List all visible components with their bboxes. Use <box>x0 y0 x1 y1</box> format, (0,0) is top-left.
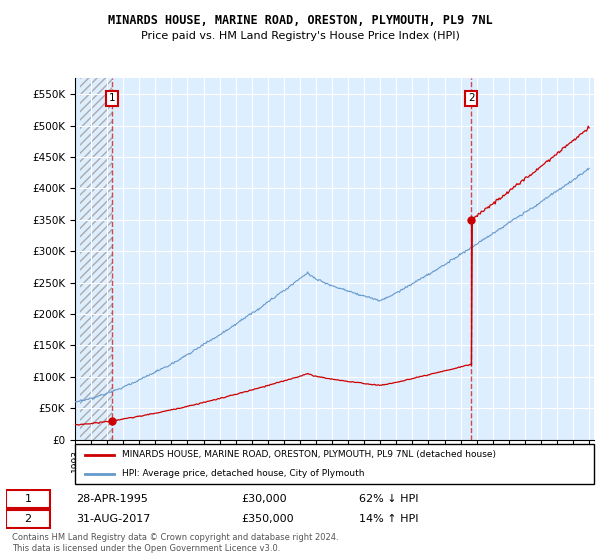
Text: Price paid vs. HM Land Registry's House Price Index (HPI): Price paid vs. HM Land Registry's House … <box>140 31 460 41</box>
Text: HPI: Average price, detached house, City of Plymouth: HPI: Average price, detached house, City… <box>122 469 364 478</box>
Text: 2: 2 <box>25 514 32 524</box>
Text: £350,000: £350,000 <box>241 514 294 524</box>
Text: 1: 1 <box>109 94 116 103</box>
Text: 31-AUG-2017: 31-AUG-2017 <box>77 514 151 524</box>
FancyBboxPatch shape <box>6 510 50 529</box>
Text: MINARDS HOUSE, MARINE ROAD, ORESTON, PLYMOUTH, PL9 7NL: MINARDS HOUSE, MARINE ROAD, ORESTON, PLY… <box>107 14 493 27</box>
Text: 28-APR-1995: 28-APR-1995 <box>77 494 148 504</box>
FancyBboxPatch shape <box>75 444 594 484</box>
Text: Contains HM Land Registry data © Crown copyright and database right 2024.
This d: Contains HM Land Registry data © Crown c… <box>12 533 338 553</box>
Bar <box>80 78 112 440</box>
Text: £30,000: £30,000 <box>241 494 287 504</box>
Text: MINARDS HOUSE, MARINE ROAD, ORESTON, PLYMOUTH, PL9 7NL (detached house): MINARDS HOUSE, MARINE ROAD, ORESTON, PLY… <box>122 450 496 459</box>
Text: 14% ↑ HPI: 14% ↑ HPI <box>359 514 418 524</box>
FancyBboxPatch shape <box>6 489 50 508</box>
Text: 2: 2 <box>468 94 475 103</box>
Text: 62% ↓ HPI: 62% ↓ HPI <box>359 494 418 504</box>
Text: 1: 1 <box>25 494 32 504</box>
